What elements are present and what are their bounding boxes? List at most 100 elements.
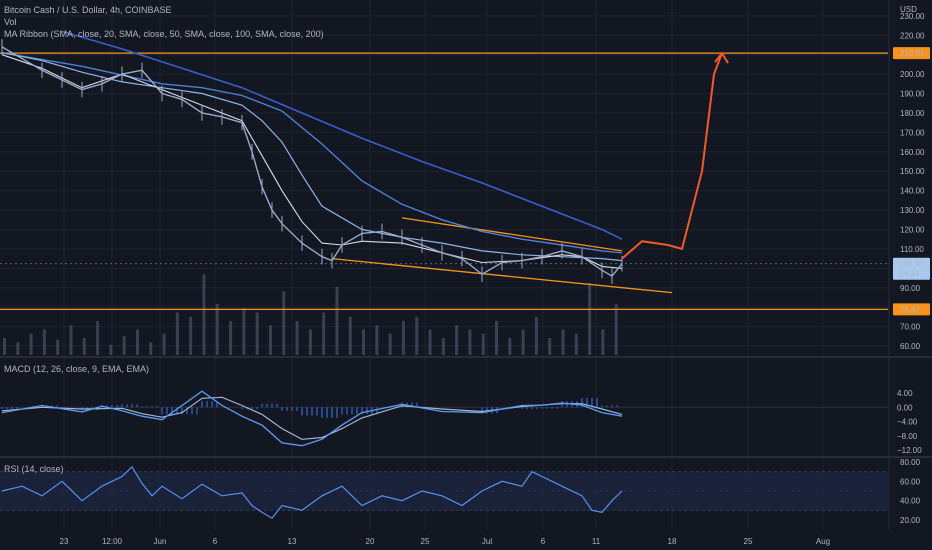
time-tick-label: Jun — [154, 537, 167, 546]
volume-bar — [282, 291, 286, 355]
descending-channel — [331, 217, 673, 294]
price-tick-label: 150.00 — [900, 167, 925, 176]
volume-bar — [468, 329, 472, 355]
volume-bar — [574, 333, 578, 355]
ma-ribbon — [1, 30, 623, 269]
time-tick-label: 6 — [213, 537, 218, 546]
volume-bar — [601, 329, 605, 355]
volume-bar — [175, 312, 179, 355]
volume-bar — [295, 321, 299, 355]
volume-bar — [122, 336, 126, 355]
time-tick-label: 13 — [288, 537, 297, 546]
macd-tick-label: −12.00 — [897, 446, 922, 455]
volume-bar — [202, 274, 206, 355]
macd-signal-line — [1, 396, 623, 440]
rsi-tick-label: 20.00 — [900, 516, 921, 525]
macd-tick-label: −4.00 — [897, 418, 918, 427]
volume-bar — [255, 312, 259, 355]
vol-legend[interactable]: Vol — [4, 17, 17, 27]
volume-bar — [521, 329, 525, 355]
volume-bar — [149, 342, 153, 355]
volume-bars — [3, 274, 618, 355]
price-tick-label: 60.00 — [900, 342, 921, 351]
volume-bar — [189, 316, 193, 355]
macd-tick-label: 4.00 — [897, 389, 913, 398]
volume-bar — [308, 329, 312, 355]
pane-separators — [0, 0, 932, 530]
volume-bar — [215, 304, 219, 355]
volume-bar — [534, 316, 538, 355]
time-tick-label: 23 — [60, 537, 69, 546]
volume-bar — [455, 325, 459, 355]
volume-bar — [322, 312, 326, 355]
price-line — [1, 46, 623, 278]
volume-bar — [388, 333, 392, 355]
price-tick-label: 220.00 — [900, 31, 925, 40]
ma-200-line — [61, 30, 623, 240]
time-tick-label: Jul — [482, 537, 492, 546]
current-price-tag-bg — [893, 257, 930, 280]
price-tick-label: 110.00 — [900, 245, 924, 254]
volume-bar — [96, 321, 100, 355]
time-tick-label: 25 — [421, 537, 430, 546]
volume-bar — [481, 333, 485, 355]
volume-bar — [29, 333, 33, 355]
volume-bar — [268, 325, 272, 355]
projection-arrow — [621, 51, 729, 260]
volume-bar — [375, 325, 379, 355]
volume-bar — [362, 329, 366, 355]
macd-pane — [0, 390, 888, 447]
time-tick-label: 25 — [744, 537, 753, 546]
resistance-price-tag: 210.81 — [900, 49, 925, 58]
ma-100-line — [1, 52, 623, 254]
rsi-tick-label: 60.00 — [900, 477, 921, 486]
rsi-legend[interactable]: RSI (14, close) — [4, 464, 64, 474]
macd-tick-label: 0.00 — [897, 403, 913, 412]
resistance-price-tag-bg — [893, 47, 930, 60]
volume-bar — [495, 321, 499, 355]
support-price-tag-bg — [893, 303, 930, 316]
macd-line — [1, 390, 623, 447]
time-tick-label: 20 — [366, 537, 375, 546]
price-tick-label: 120.00 — [900, 226, 925, 235]
time-tick-label: Aug — [816, 537, 830, 546]
price-tick-label: 130.00 — [900, 206, 925, 215]
time-tick-label: 6 — [541, 537, 546, 546]
volume-bar — [548, 338, 552, 355]
volume-bar — [162, 333, 166, 355]
price-tick-label: 160.00 — [900, 148, 925, 157]
time-axis: 23 12:00 Jun 6 13 20 25 Jul 6 11 18 25 Aug — [60, 537, 831, 546]
volume-bar — [441, 338, 445, 355]
projection-arrowhead — [714, 51, 729, 64]
symbol-title[interactable]: Bitcoin Cash / U.S. Dollar, 4h, COINBASE — [4, 5, 172, 15]
projection-curve — [621, 52, 723, 260]
volume-bar — [415, 316, 419, 355]
volume-bar — [69, 325, 73, 355]
price-tick-label: 180.00 — [900, 109, 925, 118]
price-tick-label: 200.00 — [900, 70, 925, 79]
ma-ribbon-legend[interactable]: MA Ribbon (SMA, close, 20, SMA, close, 5… — [4, 29, 324, 39]
channel-upper-line — [401, 217, 623, 252]
time-tick-label: 18 — [668, 537, 677, 546]
volume-bar — [614, 304, 618, 355]
current-price-tag: 102.40 — [899, 260, 924, 269]
channel-lower-line — [331, 257, 673, 294]
countdown-tag: 14:34 — [899, 270, 920, 279]
macd-legend[interactable]: MACD (12, 26, close, 9, EMA, EMA) — [4, 364, 150, 374]
volume-bar — [3, 338, 6, 355]
support-price-tag: 78.87 — [900, 305, 921, 314]
volume-bar — [428, 329, 432, 355]
price-tick-label: 70.00 — [900, 323, 921, 332]
price-series — [1, 39, 623, 284]
price-tick-label: 90.00 — [900, 284, 921, 293]
price-tick-label: 140.00 — [900, 187, 925, 196]
volume-bar — [42, 329, 46, 355]
axis-unit-label: USD — [900, 5, 917, 14]
rsi-pane — [0, 465, 888, 519]
volume-bar — [56, 339, 60, 355]
grid-lines — [0, 0, 888, 530]
volume-bar — [508, 338, 512, 355]
volume-bar — [588, 282, 592, 355]
